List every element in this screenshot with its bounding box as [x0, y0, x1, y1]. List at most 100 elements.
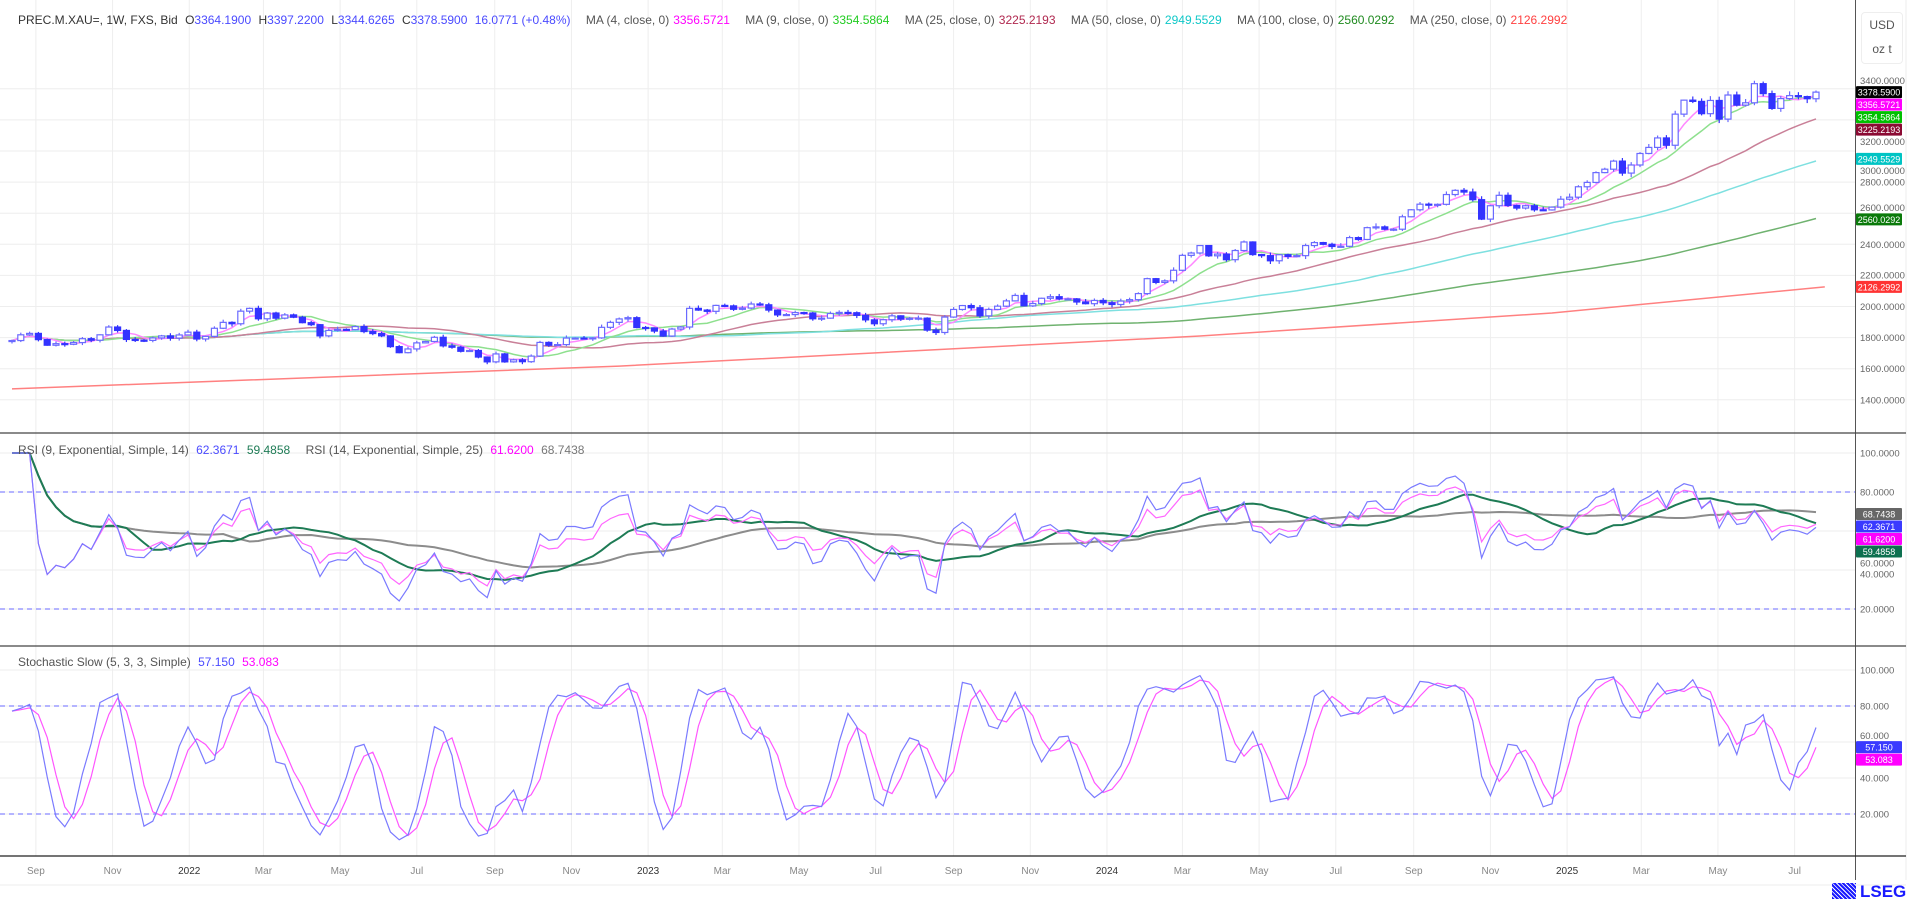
candle [1565, 193, 1574, 201]
candle-body [1152, 278, 1160, 283]
time-tick-label: Mar [1174, 866, 1192, 877]
candle-body [589, 337, 597, 340]
price-pane[interactable] [8, 80, 1825, 390]
ma25-line [11, 118, 1817, 349]
candle [34, 331, 43, 342]
candle-body [1724, 94, 1732, 120]
ma100-value: 2560.0292 [1337, 13, 1395, 27]
candle-body [17, 334, 25, 342]
candle [360, 324, 368, 334]
candle [1460, 188, 1468, 195]
candle-body [1557, 198, 1565, 208]
stoch-legend: Stochastic Slow (5, 3, 3, Simple) 57.150… [18, 655, 279, 669]
ma9-value: 3354.5864 [832, 13, 890, 27]
candle-body [466, 349, 474, 353]
candle-body [606, 321, 615, 328]
ma4-value: 3356.5721 [673, 13, 730, 27]
candle-body [536, 341, 544, 357]
candle-body [1794, 95, 1803, 98]
ma250-label: MA (250, close, 0) [1409, 13, 1507, 27]
candle [1319, 241, 1327, 246]
candle [1301, 243, 1310, 260]
candle-body [1486, 205, 1495, 220]
candle [492, 351, 500, 364]
candle-body [1715, 99, 1723, 120]
candle [483, 356, 491, 365]
candle [1609, 159, 1618, 172]
price-tick-label: 2800.0000 [1860, 178, 1905, 189]
candle [1469, 188, 1477, 202]
rsi-pane[interactable] [12, 452, 1817, 602]
candle-body [712, 304, 720, 312]
candle [809, 311, 817, 321]
candle-body [369, 330, 377, 335]
candle [756, 301, 764, 306]
candle [800, 311, 808, 315]
candle-body [1002, 300, 1011, 307]
candle [861, 312, 870, 323]
price-tick-label: 1800.0000 [1860, 333, 1905, 344]
price-badge-label: 3378.5900 [1858, 88, 1901, 98]
candle [580, 336, 588, 340]
candle [685, 305, 694, 330]
candle-body [1565, 196, 1574, 200]
candle [1785, 91, 1794, 100]
candle [1196, 244, 1204, 255]
candle-body [1495, 194, 1503, 207]
candle-body [193, 331, 201, 340]
candle-body [1425, 203, 1433, 206]
candle-body [1592, 172, 1600, 184]
candle-body [782, 313, 791, 317]
candle-body [1548, 206, 1556, 211]
candle-body [1662, 137, 1671, 146]
stoch-tick-label: 20.000 [1860, 810, 1889, 821]
candle-body [281, 314, 289, 319]
time-tick-label: Nov [1021, 866, 1039, 877]
candle [1099, 298, 1107, 306]
candle [1557, 195, 1565, 209]
candle [1090, 298, 1099, 307]
candle-body [395, 346, 403, 354]
candle-body [1099, 299, 1107, 304]
candle [1161, 279, 1169, 285]
candle [1328, 242, 1336, 250]
candle-body [351, 325, 359, 331]
candle-body [580, 337, 588, 340]
value-badges: 3378.5900 3356.5721 3354.5864 3225.2193 2949… [1856, 86, 1902, 766]
candle [131, 337, 139, 342]
candle-body [325, 329, 333, 337]
candle [844, 309, 852, 315]
candle-body [1319, 241, 1327, 245]
candle-body [668, 328, 676, 337]
candle [1055, 293, 1063, 301]
time-tick-label: Jul [1329, 866, 1342, 877]
candle [641, 325, 650, 331]
candle [386, 335, 394, 348]
candle [545, 341, 553, 347]
stoch-pane[interactable] [11, 674, 1817, 841]
candle-body [422, 340, 430, 344]
time-tick-label: Jul [869, 866, 882, 877]
candle [923, 317, 931, 332]
candle-body [34, 332, 43, 341]
candle-body [905, 317, 914, 320]
candle [597, 324, 606, 339]
rsi-badge-label: 62.3671 [1863, 522, 1896, 532]
candle-body [1601, 168, 1609, 174]
candle [1407, 209, 1415, 218]
time-tick-label: Nov [563, 866, 581, 877]
candle [1213, 252, 1222, 259]
candle [52, 341, 60, 347]
price-legend: PREC.M.XAU=, 1W, FXS, Bid O3364.1900 H33… [18, 13, 1567, 27]
price-badge-label: 3225.2193 [1858, 125, 1901, 135]
candle [817, 315, 826, 321]
ma100-line [11, 217, 1817, 342]
candle-body [439, 336, 447, 347]
candle-body [1451, 189, 1459, 196]
open-value: 3364.1900 [194, 13, 252, 27]
rsi-badge-label: 59.4858 [1863, 547, 1896, 557]
candle [747, 301, 755, 310]
candle-body [809, 312, 817, 320]
unit-selector[interactable]: USD oz t [1861, 12, 1903, 64]
